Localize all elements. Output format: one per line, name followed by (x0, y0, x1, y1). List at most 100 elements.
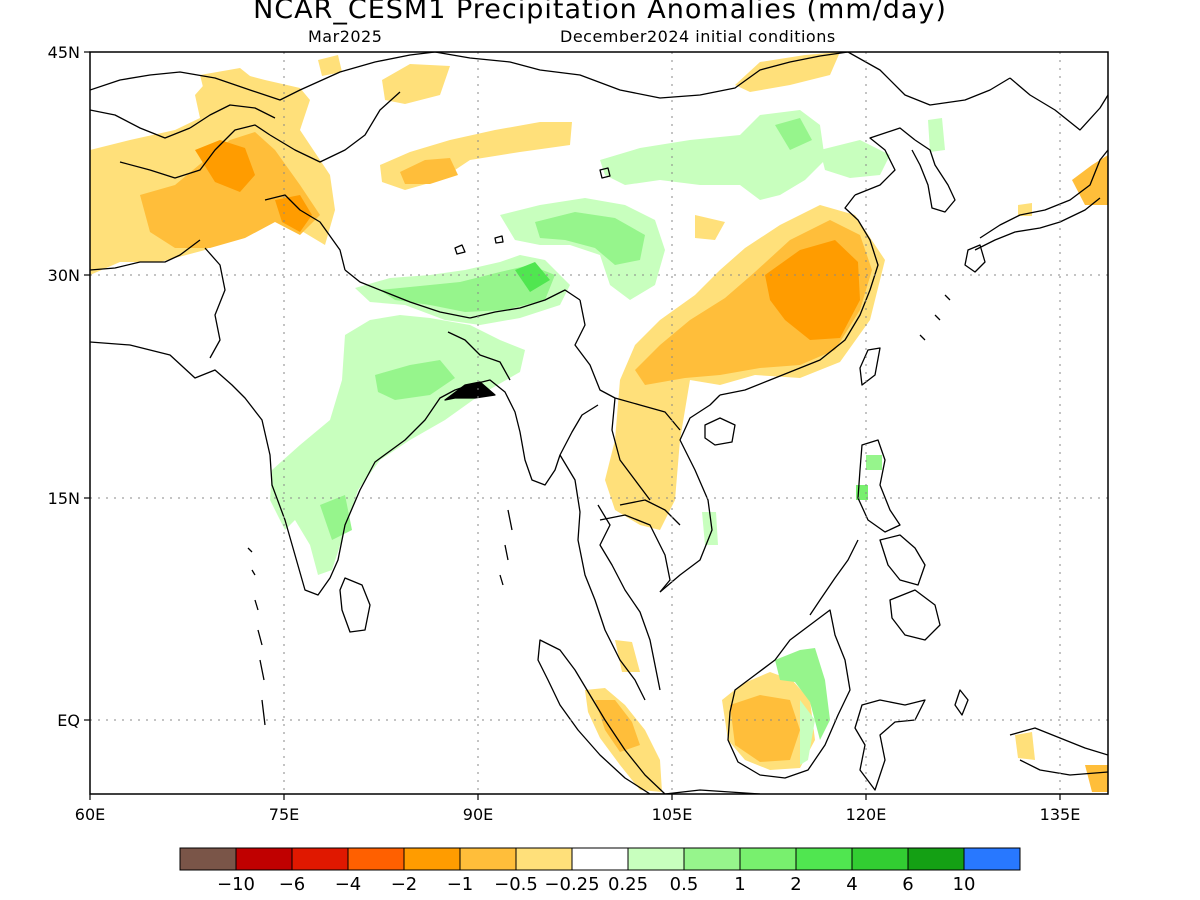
coast-sumatra (537, 639, 666, 794)
colorbar-swatch (739, 847, 797, 871)
coast-delta (444, 381, 496, 401)
wet-anomaly-borneo-edge (800, 700, 815, 765)
wet-anomaly-luzon (866, 455, 882, 470)
coast-newguinea-b (1019, 759, 1108, 776)
dry-anomaly-afghanistan-core (195, 140, 255, 192)
forecast-month: Mar2025 (308, 27, 383, 46)
coastlines (90, 52, 1108, 794)
lat-label: 45N (48, 43, 80, 62)
colorbar-label: −0.5 (494, 874, 538, 895)
coast-srilanka (339, 577, 371, 633)
border-bangladesh (447, 331, 511, 381)
dry-anomaly-small-a (318, 55, 342, 76)
coast-korea (911, 139, 956, 213)
border-nepal (344, 269, 471, 319)
border-china-kyrgyz (269, 91, 401, 163)
colorbar-swatch (627, 847, 685, 871)
coast-malay-west (559, 454, 646, 701)
colorbar-label: 2 (790, 874, 801, 895)
border-uzbek (90, 109, 191, 139)
dry-anomaly-mongolia (735, 52, 840, 92)
coast-luzon (857, 439, 901, 533)
coast-java (664, 789, 761, 794)
coast-vietnam (659, 394, 721, 593)
border-kazakh (90, 52, 436, 101)
colorbar-swatch (963, 847, 1021, 871)
colorbar-label: −6 (279, 874, 306, 895)
coast-hainan (704, 417, 736, 446)
dry-anomaly-newguinea (1085, 765, 1108, 792)
lat-label: EQ (57, 711, 80, 730)
lon-label: 135E (1040, 805, 1081, 824)
coast-sulawesi (854, 699, 926, 791)
dry-anomaly-tarim-core (400, 158, 458, 184)
lat-label: 30N (48, 266, 80, 285)
wet-anomaly-gansu-core (775, 118, 812, 150)
border-russia-east (1009, 77, 1108, 131)
coast-ryukyu (919, 294, 951, 341)
colorbar-label: 0.25 (608, 874, 648, 895)
colorbar-swatch (683, 847, 741, 871)
colorbar-label: −4 (335, 874, 362, 895)
border-mongolia (434, 52, 849, 99)
colorbar-swatch (907, 847, 965, 871)
wet-anomaly-borneo-north (775, 648, 830, 740)
border-bhutan (469, 289, 581, 319)
colorbar-label: −2 (391, 874, 418, 895)
wet-anomaly-india-mid (375, 360, 455, 400)
dry-anomaly-borneo-core (730, 695, 800, 762)
lon-label: 60E (75, 805, 105, 824)
wet-anomaly-gansu (600, 110, 825, 200)
map-frame (89, 51, 1109, 795)
coast-halmahera (954, 689, 969, 716)
coast-honshu (979, 149, 1108, 239)
colorbar-swatch (515, 847, 573, 871)
wet-anomaly-korea (928, 118, 945, 152)
dry-anomaly-malaya (615, 640, 640, 672)
colorbar-swatch (795, 847, 853, 871)
lake-a (454, 244, 466, 255)
islands-laccadive (247, 547, 266, 726)
coast-taiwan (859, 347, 881, 386)
anomaly-shading (90, 52, 1108, 792)
dry-anomaly-north-patch (200, 68, 255, 95)
lat-label: 15N (48, 489, 80, 508)
lake-c (599, 167, 611, 179)
colorbar-labels: −10 −6 −4 −2 −1 −0.5 −0.25 0.25 0.5 1 2 4 6 10 (217, 874, 975, 895)
border-iran-pak (90, 239, 201, 271)
coast-visayas (879, 534, 926, 586)
colorbar-label: −10 (217, 874, 255, 895)
coast-borneo (727, 609, 851, 779)
graticule (90, 52, 1108, 794)
dry-anomaly-afghanistan-mid (140, 132, 320, 248)
colorbar-swatch (571, 847, 629, 871)
lake-b (494, 235, 504, 244)
wet-anomaly-qinghai-mid (535, 212, 645, 265)
colorbar-label: −1 (447, 874, 474, 895)
lon-labels: 60E 75E 90E 105E 120E 135E (75, 805, 1081, 824)
colorbar-label: 0.5 (670, 874, 699, 895)
lon-label: 105E (652, 805, 693, 824)
border-tajik (189, 104, 276, 129)
colorbar-swatch (347, 847, 405, 871)
lat-labels: 45N 30N 15N EQ (48, 43, 80, 730)
coast-south-china (719, 194, 879, 396)
coast-palawan (809, 539, 859, 616)
coast-mindanao (889, 589, 941, 641)
coast-india (90, 341, 471, 596)
colorbar-swatch (235, 847, 293, 871)
colorbar-swatch (403, 847, 461, 871)
axis-ticks (84, 51, 1061, 800)
colorbar-label: 6 (902, 874, 913, 895)
coast-bohai (854, 127, 916, 196)
dry-anomaly-sumatra-core (595, 700, 640, 752)
map-title: NCAR_CESM1 Precipitation Anomalies (mm/d… (253, 0, 947, 25)
coast-gulf-thailand (599, 514, 671, 593)
wet-anomaly-vietnam (702, 512, 718, 545)
colorbar-swatch (291, 847, 349, 871)
dry-anomaly-japan (1072, 155, 1108, 205)
border-china-myanmar (574, 299, 616, 399)
colorbar-label: 10 (953, 874, 976, 895)
colorbar-swatches (179, 847, 1021, 871)
